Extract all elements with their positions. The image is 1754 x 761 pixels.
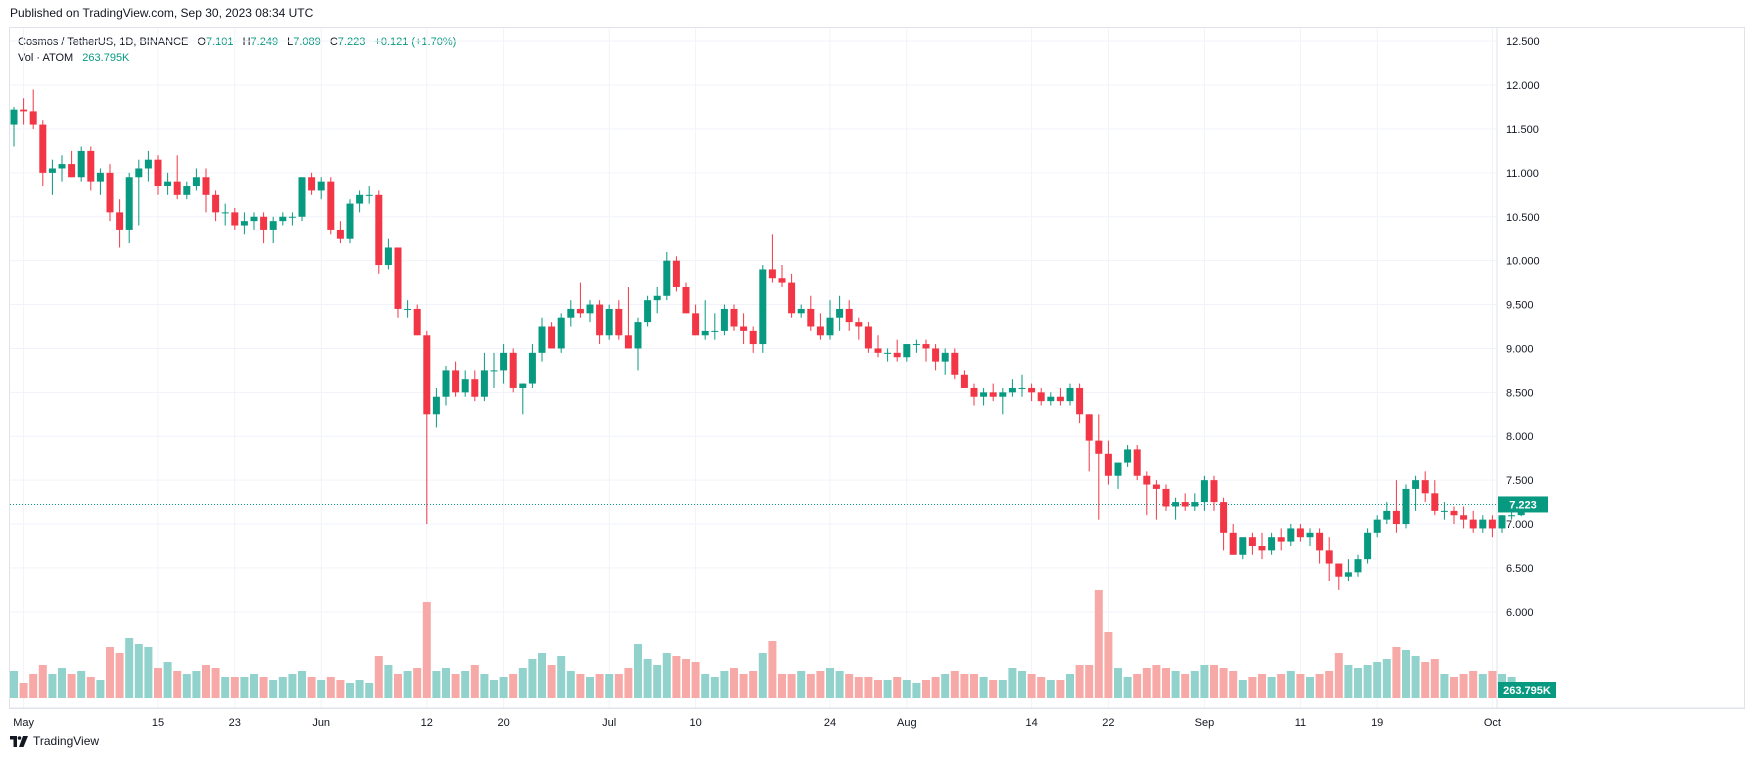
- volume-row: Vol · ATOM 263.795K: [18, 50, 456, 66]
- tradingview-logo: TradingView: [10, 734, 99, 748]
- x-tick-label: 24: [824, 717, 836, 729]
- x-tick-label: 22: [1102, 717, 1114, 729]
- open-label: O: [197, 36, 206, 48]
- x-tick-label: Jul: [602, 717, 616, 729]
- volume-label: Vol · ATOM: [18, 52, 74, 64]
- time-axis: May 15 23 Jun 12 20 Jul 10 24 Aug 14 22 Sep 11 19 Oct: [13, 717, 1501, 729]
- close-value: 7.223: [337, 36, 366, 48]
- high-value: 7.249: [250, 36, 279, 48]
- x-tick-label: Oct: [1484, 717, 1501, 729]
- ohlc-row: Cosmos / TetherUS, 1D, BINANCE O7.101 H7…: [18, 34, 456, 50]
- change-value: +0.121 (+1.70%): [374, 36, 457, 48]
- tradingview-logo-icon: [10, 735, 28, 747]
- tradingview-brand: TradingView: [33, 734, 100, 748]
- low-label: L: [287, 36, 294, 48]
- x-tick-label: 14: [1025, 717, 1037, 729]
- x-tick-label: 23: [229, 717, 241, 729]
- chart-frame[interactable]: [9, 27, 1745, 709]
- x-tick-label: Sep: [1195, 717, 1215, 729]
- x-tick-label: 11: [1295, 717, 1306, 729]
- x-tick-label: 20: [497, 717, 509, 729]
- open-value: 7.101: [205, 36, 234, 48]
- x-tick-label: 15: [152, 717, 164, 729]
- x-tick-label: 10: [689, 717, 701, 729]
- x-tick-label: May: [13, 717, 34, 729]
- x-tick-label: 19: [1371, 717, 1383, 729]
- low-value: 7.089: [293, 36, 321, 48]
- symbol-label: Cosmos / TetherUS, 1D, BINANCE: [18, 36, 189, 48]
- volume-value: 263.795K: [82, 52, 130, 64]
- chart-legend: Cosmos / TetherUS, 1D, BINANCE O7.101 H7…: [18, 34, 456, 66]
- published-header: Published on TradingView.com, Sep 30, 20…: [10, 6, 314, 20]
- x-tick-label: 12: [421, 717, 433, 729]
- x-tick-label: Jun: [312, 717, 330, 729]
- x-tick-label: Aug: [897, 717, 917, 729]
- high-label: H: [242, 36, 251, 48]
- close-label: C: [329, 36, 338, 48]
